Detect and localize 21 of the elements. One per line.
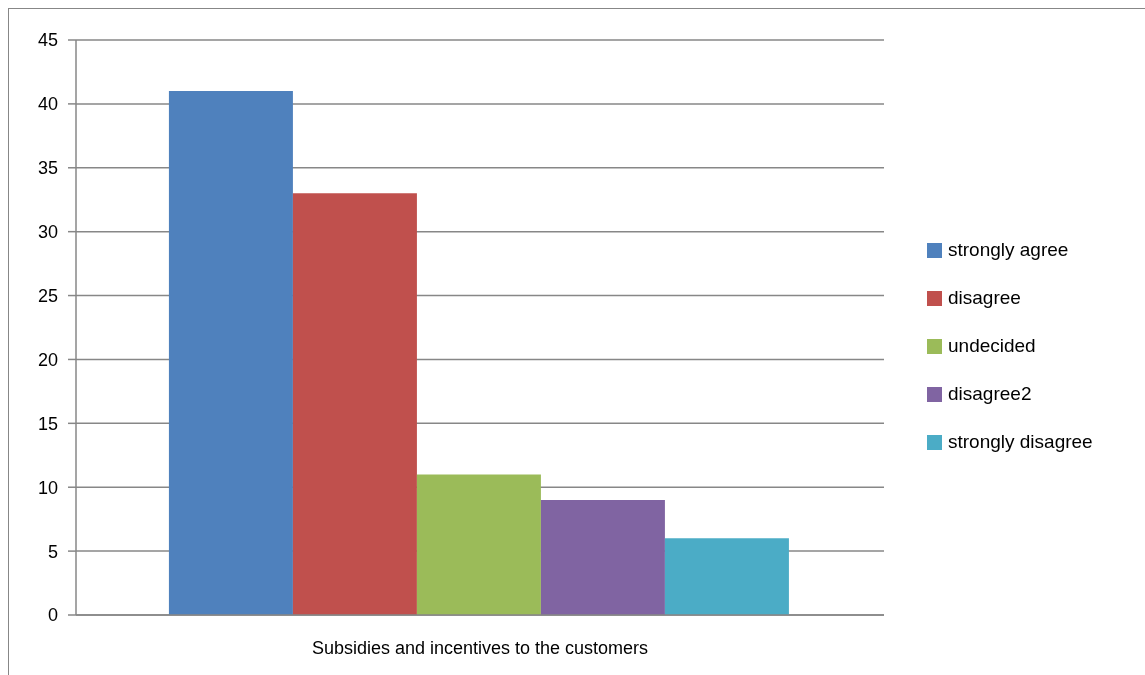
y-tick-label: 0	[47, 605, 58, 626]
legend-label: strongly agree	[948, 239, 1069, 261]
y-tick-label: 30	[37, 222, 58, 243]
y-tick-label: 5	[47, 541, 58, 562]
y-tick-label: 10	[37, 477, 58, 498]
x-tick-label: Subsidies and incentives to the customers	[311, 637, 649, 658]
y-tick-label: 35	[37, 158, 58, 179]
bar	[540, 500, 665, 615]
y-tick-label: 20	[37, 349, 58, 370]
legend-label: disagree2	[948, 383, 1032, 405]
y-tick-label: 15	[37, 413, 58, 434]
legend-label: undecided	[948, 335, 1036, 357]
bar	[664, 538, 789, 615]
y-tick-label: 45	[37, 30, 58, 51]
y-tick-label: 25	[37, 285, 58, 306]
legend-label: disagree	[948, 287, 1021, 309]
bar	[416, 474, 541, 615]
bar	[292, 193, 417, 615]
y-tick-label: 40	[37, 94, 58, 115]
legend-label: strongly disagree	[948, 431, 1093, 453]
bar	[168, 91, 293, 615]
